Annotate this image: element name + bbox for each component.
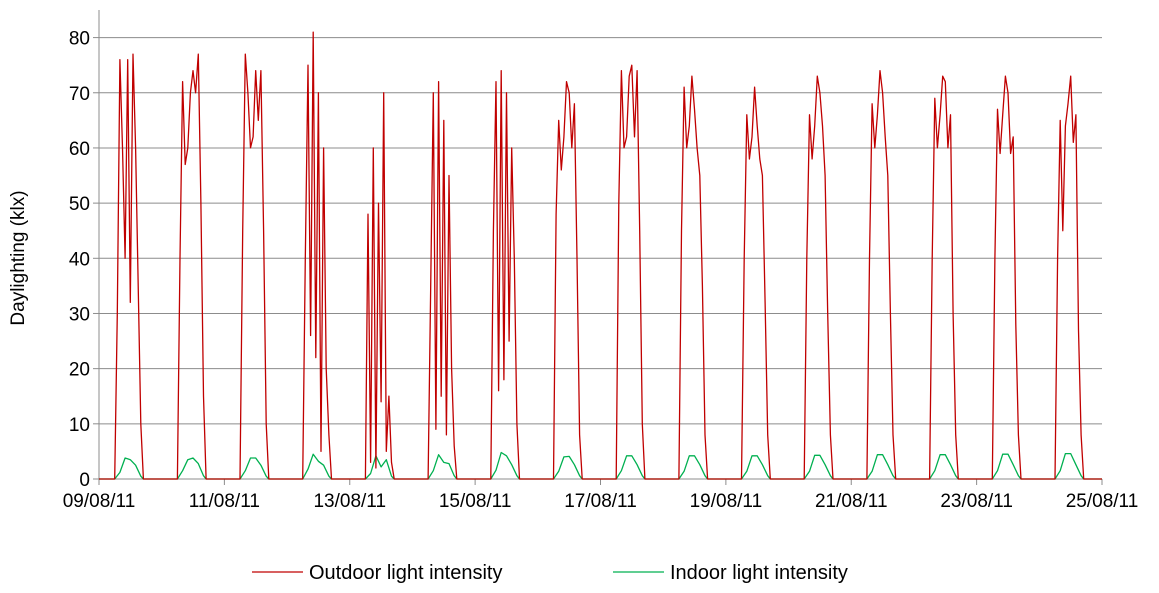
x-tick-label: 09/08/11	[63, 491, 136, 512]
y-tick-label: 40	[69, 249, 90, 270]
x-tick-label: 11/08/11	[189, 491, 260, 512]
y-axis-title: Daylighting (klx)	[8, 190, 29, 325]
x-tick-label: 15/08/11	[439, 491, 512, 512]
x-tick-label: 23/08/11	[940, 491, 1013, 512]
y-tick-label: 60	[69, 139, 90, 160]
legend-label-indoor: Indoor light intensity	[670, 562, 848, 584]
x-tick-label: 25/08/11	[1066, 491, 1139, 512]
y-tick-label: 50	[69, 194, 90, 215]
y-tick-label: 30	[69, 304, 90, 325]
series-lines	[99, 31, 1102, 480]
y-tick-label: 70	[69, 84, 90, 105]
y-tick-label: 0	[79, 470, 90, 491]
series-line-outdoor	[99, 31, 1102, 480]
x-tick-label: 19/08/11	[690, 491, 763, 512]
y-tick-label: 20	[69, 360, 90, 381]
y-tick-label: 10	[69, 415, 90, 436]
legend: Outdoor light intensity Indoor light int…	[252, 562, 848, 584]
y-tick-labels: 0 10 20 30 40 50 60 70 80	[69, 29, 90, 491]
x-tick-labels: 09/08/11 11/08/11 13/08/11 15/08/11 17/08/11…	[63, 491, 1139, 512]
x-tick-label: 13/08/11	[313, 491, 386, 512]
legend-label-outdoor: Outdoor light intensity	[309, 562, 502, 584]
gridlines	[99, 37, 1102, 425]
y-tick-label: 80	[69, 29, 90, 50]
x-tick-label: 21/08/11	[815, 491, 888, 512]
x-tick-label: 17/08/11	[564, 491, 637, 512]
series-line-indoor	[99, 451, 1102, 480]
